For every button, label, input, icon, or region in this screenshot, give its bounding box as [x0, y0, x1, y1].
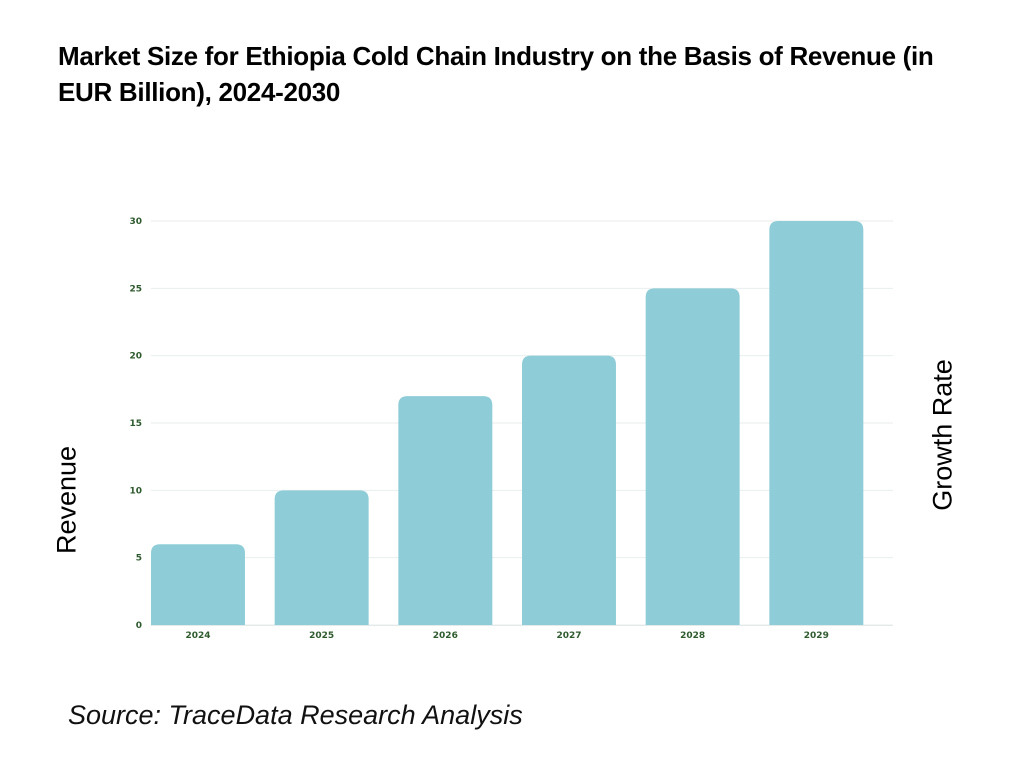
x-tick-label: 2024 [185, 631, 210, 641]
bar-2024 [151, 544, 245, 625]
y-tick-label: 15 [129, 419, 142, 429]
y-tick-label: 10 [129, 486, 142, 496]
y-tick-label: 25 [129, 284, 142, 294]
y-tick-label: 30 [129, 217, 142, 227]
bar-2025 [274, 490, 369, 625]
y-tick-label: 5 [136, 554, 142, 564]
x-tick-labels: 2024 2025 2026 2027 2028 2029 [185, 631, 828, 641]
x-tick-label: 2026 [433, 631, 458, 641]
y-tick-labels: 0 5 10 15 20 25 30 [129, 217, 142, 631]
x-tick-label: 2028 [680, 631, 705, 641]
x-tick-label: 2029 [804, 631, 829, 641]
bars [151, 221, 893, 626]
x-tick-label: 2025 [309, 631, 334, 641]
x-tick-label: 2027 [556, 631, 581, 641]
bar-2029 [769, 221, 864, 625]
chart-title: Market Size for Ethiopia Cold Chain Indu… [58, 41, 934, 107]
bar-2028 [645, 288, 740, 625]
source-note: Source: TraceData Research Analysis [68, 700, 523, 730]
bar-2027 [522, 355, 616, 625]
y-tick-label: 20 [129, 352, 142, 362]
y-tick-label: 0 [136, 621, 142, 631]
bar-2026 [398, 396, 493, 625]
